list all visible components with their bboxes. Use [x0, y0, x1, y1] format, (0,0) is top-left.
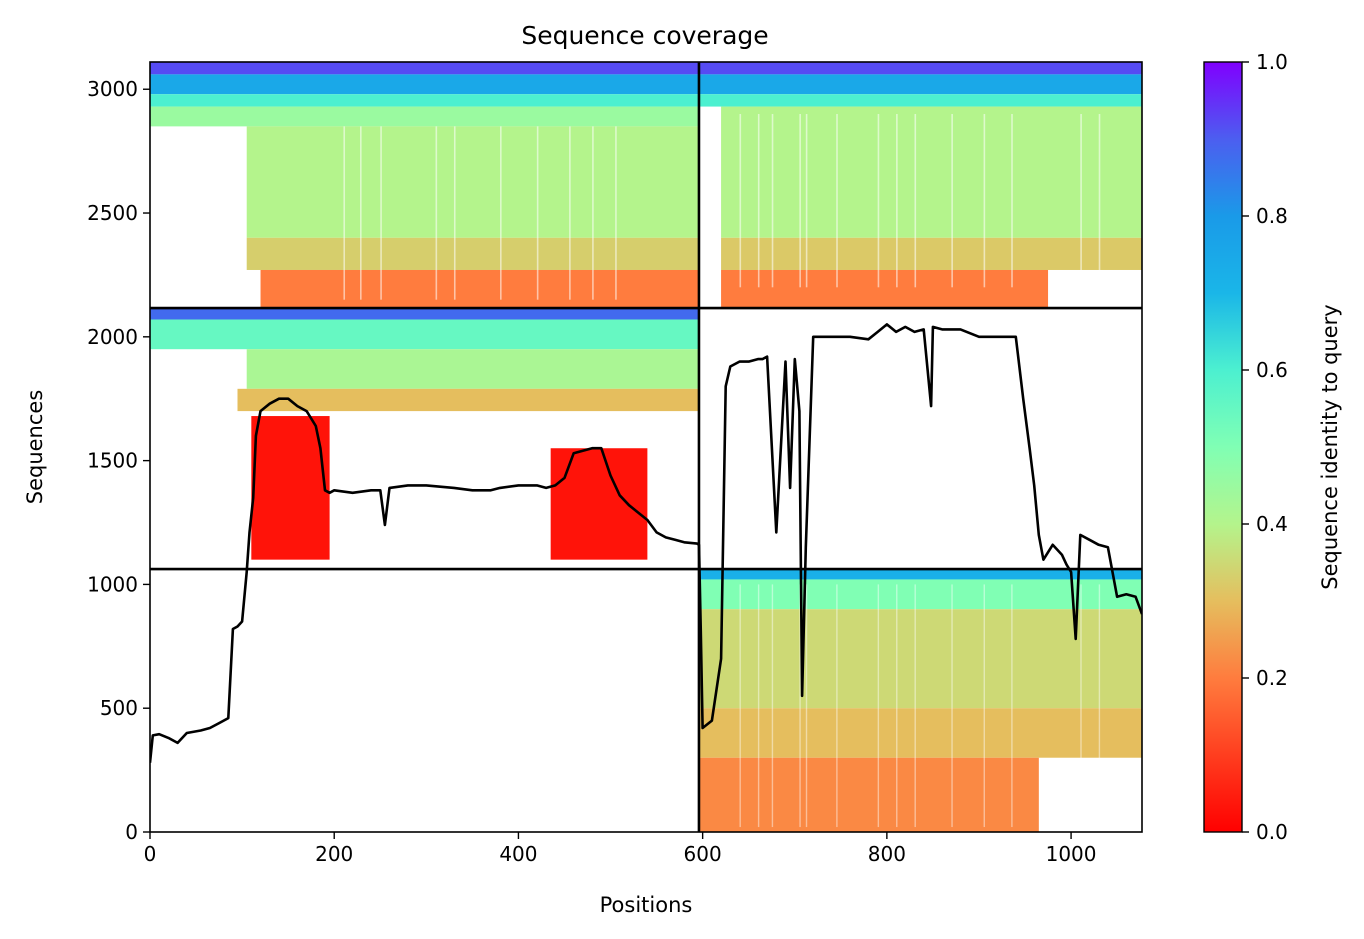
coverage-band: [260, 269, 699, 309]
colorbar-tick-label: 0.6: [1256, 358, 1288, 382]
gap-stripe: [1011, 584, 1013, 828]
y-tick-label: 500: [100, 696, 138, 720]
coverage-band: [150, 106, 699, 127]
coverage-band: [150, 308, 699, 320]
x-axis-label: Positions: [600, 893, 693, 917]
coverage-band: [721, 106, 1142, 238]
x-tick-label: 600: [684, 842, 722, 866]
gap-stripe: [983, 113, 986, 288]
coverage-band: [150, 62, 699, 75]
coverage-band: [150, 74, 699, 95]
gap-stripe: [799, 113, 801, 288]
gap-stripe: [757, 584, 760, 828]
chain-boundaries: [150, 62, 1142, 832]
gap-stripe: [1080, 584, 1082, 828]
gap-stripe: [435, 126, 438, 300]
coverage-band: [698, 62, 1142, 75]
y-tick-label: 1000: [87, 572, 138, 596]
colorbar-ticks: 0.0 0.2 0.4 0.6 0.8 1.0: [1242, 50, 1288, 844]
chart-title: Sequence coverage: [521, 21, 768, 50]
gap-stripe: [799, 584, 801, 828]
coverage-band: [246, 126, 699, 238]
gap-stripe: [836, 584, 838, 828]
gap-stripe: [914, 584, 916, 828]
coverage-band: [237, 388, 699, 412]
gap-stripe: [896, 584, 898, 828]
gap-stripe: [343, 126, 346, 300]
colorbar-tick-label: 0.2: [1256, 666, 1288, 690]
gap-stripe: [983, 584, 985, 828]
x-tick-label: 400: [499, 842, 537, 866]
gap-stripe: [360, 126, 362, 300]
colorbar-tick-label: 0.0: [1256, 820, 1288, 844]
coverage-band: [246, 349, 699, 389]
y-tick-label: 0: [125, 820, 138, 844]
gap-stripe: [453, 126, 456, 300]
gap-stripe: [615, 126, 617, 300]
colorbar-tick-label: 1.0: [1256, 50, 1288, 74]
gap-stripe: [739, 113, 742, 288]
x-tick-label: 800: [868, 842, 906, 866]
y-axis-ticks: 0 500 1000 1500 2000 2500 3000: [87, 77, 150, 844]
y-axis-label: Sequences: [23, 390, 47, 505]
plot-frame: [149, 61, 1143, 833]
coverage-band: [698, 569, 1142, 580]
coverage-band: [550, 448, 648, 560]
gap-stripe: [877, 113, 880, 288]
gap-stripe: [805, 584, 808, 828]
gap-stripe: [896, 113, 898, 288]
colorbar: 0.0 0.2 0.4 0.6 0.8 1.0 Sequence identity to …: [1203, 50, 1342, 844]
coverage-band: [251, 416, 330, 560]
gap-stripe: [536, 126, 539, 300]
coverage-band: [246, 237, 699, 270]
colorbar-tick-label: 0.8: [1256, 204, 1288, 228]
gap-stripe: [1098, 584, 1101, 828]
colorbar-label: Sequence identity to query: [1318, 304, 1342, 589]
gap-stripe: [757, 113, 760, 288]
y-tick-label: 3000: [87, 77, 138, 101]
gap-stripe: [739, 584, 741, 828]
heatmap-bands: [150, 62, 1142, 832]
coverage-band: [698, 708, 1142, 758]
gap-stripe: [914, 113, 917, 288]
x-tick-label: 1000: [1046, 842, 1097, 866]
x-axis-ticks: 0 200 400 600 800 1000: [144, 832, 1097, 866]
gap-stripe: [805, 113, 808, 288]
y-tick-label: 2500: [87, 201, 138, 225]
x-tick-label: 0: [144, 842, 157, 866]
gap-stripe: [569, 126, 571, 300]
plot-area: [150, 62, 1142, 832]
gap-stripe: [1080, 113, 1082, 288]
gap-stripe: [951, 584, 953, 828]
x-tick-label: 200: [315, 842, 353, 866]
gap-stripe: [877, 584, 880, 828]
coverage-band: [698, 74, 1142, 95]
alignment-gaps: [343, 113, 1101, 828]
coverage-band: [698, 757, 1039, 832]
coverage-band: [721, 269, 1049, 309]
gap-stripe: [951, 113, 953, 288]
y-tick-label: 2000: [87, 325, 138, 349]
colorbar-gradient: [1203, 61, 1243, 833]
coverage-band: [698, 609, 1142, 709]
coverage-band: [698, 94, 1142, 107]
gap-stripe: [771, 113, 774, 288]
coverage-line: [150, 323, 1142, 763]
coverage-band: [698, 579, 1142, 610]
coverage-band: [721, 237, 1142, 270]
coverage-band: [150, 319, 699, 350]
gap-stripe: [1011, 113, 1013, 288]
colorbar-tick-label: 0.4: [1256, 512, 1288, 536]
gap-stripe: [771, 584, 774, 828]
gap-stripe: [1098, 113, 1101, 288]
gap-stripe: [592, 126, 594, 300]
gap-stripe: [836, 113, 838, 288]
gap-stripe: [380, 126, 382, 300]
y-tick-label: 1500: [87, 449, 138, 473]
gap-stripe: [500, 126, 502, 300]
coverage-band: [150, 94, 699, 107]
